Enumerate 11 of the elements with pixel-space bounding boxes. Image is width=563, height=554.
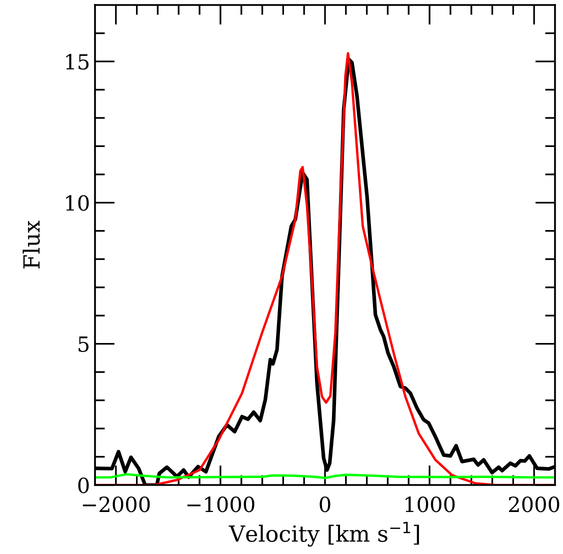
y-tick-label: 0 [78, 477, 89, 494]
x-tick-label: −2000 [82, 496, 150, 512]
y-axis-title: Flux [22, 220, 40, 268]
x-tick-label: 1000 [406, 496, 455, 512]
x-tick-label: 2000 [508, 496, 560, 512]
x-tick-label: −1000 [187, 496, 254, 512]
y-tick-label: 5 [78, 336, 89, 352]
x-tick-label: 0 [320, 496, 330, 512]
x-axis-title: Velocity [km s$^{−1}$] [228, 522, 419, 547]
y-tick-label: 10 [66, 195, 89, 211]
y-tick-label: 15 [66, 54, 89, 70]
